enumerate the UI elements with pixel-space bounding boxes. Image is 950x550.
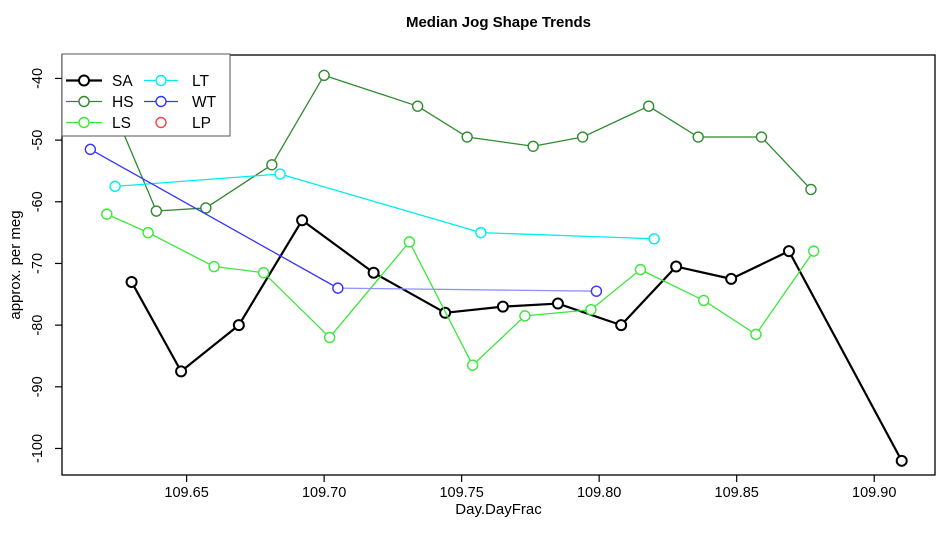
series-marker-SA bbox=[615, 319, 628, 332]
legend-item-HS: HS bbox=[66, 94, 134, 111]
series-marker-LS bbox=[808, 245, 820, 257]
legend-item-LP: LP bbox=[155, 115, 211, 132]
series-marker-SA bbox=[175, 365, 188, 378]
x-axis-label: Day.DayFrac bbox=[455, 501, 542, 518]
legend-marker-HS bbox=[78, 95, 90, 108]
chart-title: Median Jog Shape Trends bbox=[405, 14, 592, 31]
series-marker-LS bbox=[519, 310, 531, 322]
series-marker-HS bbox=[150, 205, 163, 217]
series-marker-HS bbox=[461, 131, 473, 143]
legend-item-WT: WT bbox=[144, 94, 217, 111]
plot-box bbox=[61, 54, 936, 476]
series-marker-LS bbox=[142, 226, 154, 239]
series-line-LT bbox=[114, 173, 655, 240]
legend-marker-SA bbox=[78, 74, 90, 87]
series-marker-SA bbox=[725, 272, 738, 285]
y-tick-label: -80 bbox=[30, 315, 46, 336]
x-tick-label: 109.85 bbox=[715, 485, 759, 501]
legend-item-SA: SA bbox=[66, 73, 133, 90]
series-marker-WT bbox=[590, 285, 603, 297]
y-tick-label: -40 bbox=[30, 68, 46, 89]
series-marker-LS bbox=[697, 294, 710, 307]
legend-item-LT: LT bbox=[144, 73, 209, 90]
legend-label-LS: LS bbox=[112, 115, 131, 132]
series-marker-HS bbox=[805, 183, 817, 196]
series-marker-LS bbox=[466, 359, 479, 371]
y-tick-label: -50 bbox=[30, 130, 46, 151]
x-tick-label: 109.90 bbox=[852, 485, 896, 501]
series-marker-LT bbox=[475, 226, 487, 239]
legend-marker-LT bbox=[155, 74, 167, 87]
series-marker-LS bbox=[403, 236, 416, 248]
legend-item-LS: LS bbox=[66, 115, 131, 132]
series-marker-SA bbox=[895, 454, 908, 467]
x-tick-label: 109.75 bbox=[439, 485, 483, 501]
legend-marker-LP bbox=[155, 116, 167, 129]
legend-label-HS: HS bbox=[112, 94, 134, 111]
series-marker-SA bbox=[296, 214, 309, 227]
y-axis-label: approx. per meg bbox=[7, 210, 24, 320]
legend-label-LT: LT bbox=[192, 73, 209, 90]
series-marker-LS bbox=[208, 260, 220, 273]
series-marker-SA bbox=[782, 245, 795, 258]
series-marker-HS bbox=[411, 100, 424, 112]
series-marker-SA bbox=[125, 275, 138, 288]
series-marker-LT bbox=[274, 168, 286, 180]
series-marker-LS bbox=[257, 267, 270, 279]
y-tick-label: -90 bbox=[30, 376, 46, 397]
series-marker-SA bbox=[670, 260, 683, 273]
series-line-WT bbox=[337, 287, 598, 292]
series-marker-HS bbox=[642, 100, 655, 112]
y-tick-label: -70 bbox=[30, 253, 46, 274]
series-marker-LT bbox=[109, 180, 121, 193]
x-tick-label: 109.80 bbox=[577, 485, 621, 501]
series-marker-SA bbox=[232, 319, 245, 332]
series-marker-WT bbox=[332, 282, 344, 294]
x-tick-label: 109.65 bbox=[164, 485, 208, 501]
x-tick-label: 109.70 bbox=[302, 485, 346, 501]
series-marker-WT bbox=[84, 143, 97, 156]
series-marker-HS bbox=[318, 69, 330, 82]
legend-marker-LS bbox=[78, 116, 90, 129]
legend: SA HS LS LT WT LP bbox=[61, 53, 231, 137]
series-marker-LS bbox=[585, 304, 597, 316]
series-marker-SA bbox=[367, 266, 380, 279]
y-tick-label: -100 bbox=[30, 434, 46, 463]
legend-label-LP: LP bbox=[192, 115, 211, 132]
legend-label-SA: SA bbox=[112, 73, 133, 90]
series-line-WT bbox=[89, 148, 339, 289]
series-marker-LS bbox=[634, 263, 647, 276]
series-marker-LS bbox=[750, 328, 762, 341]
series-marker-LS bbox=[101, 208, 113, 220]
series-marker-HS bbox=[200, 202, 212, 214]
y-tick-label: -60 bbox=[30, 191, 46, 212]
series-marker-SA bbox=[496, 300, 509, 313]
series-marker-HS bbox=[755, 131, 768, 143]
series-marker-HS bbox=[576, 131, 589, 143]
legend-marker-WT bbox=[155, 95, 167, 108]
series-marker-HS bbox=[527, 140, 539, 152]
series-marker-LS bbox=[323, 331, 336, 344]
series-marker-HS bbox=[266, 159, 278, 171]
series-marker-SA bbox=[551, 297, 564, 310]
series-marker-HS bbox=[692, 131, 704, 143]
series-marker-LT bbox=[648, 233, 660, 245]
legend-label-WT: WT bbox=[192, 94, 217, 111]
